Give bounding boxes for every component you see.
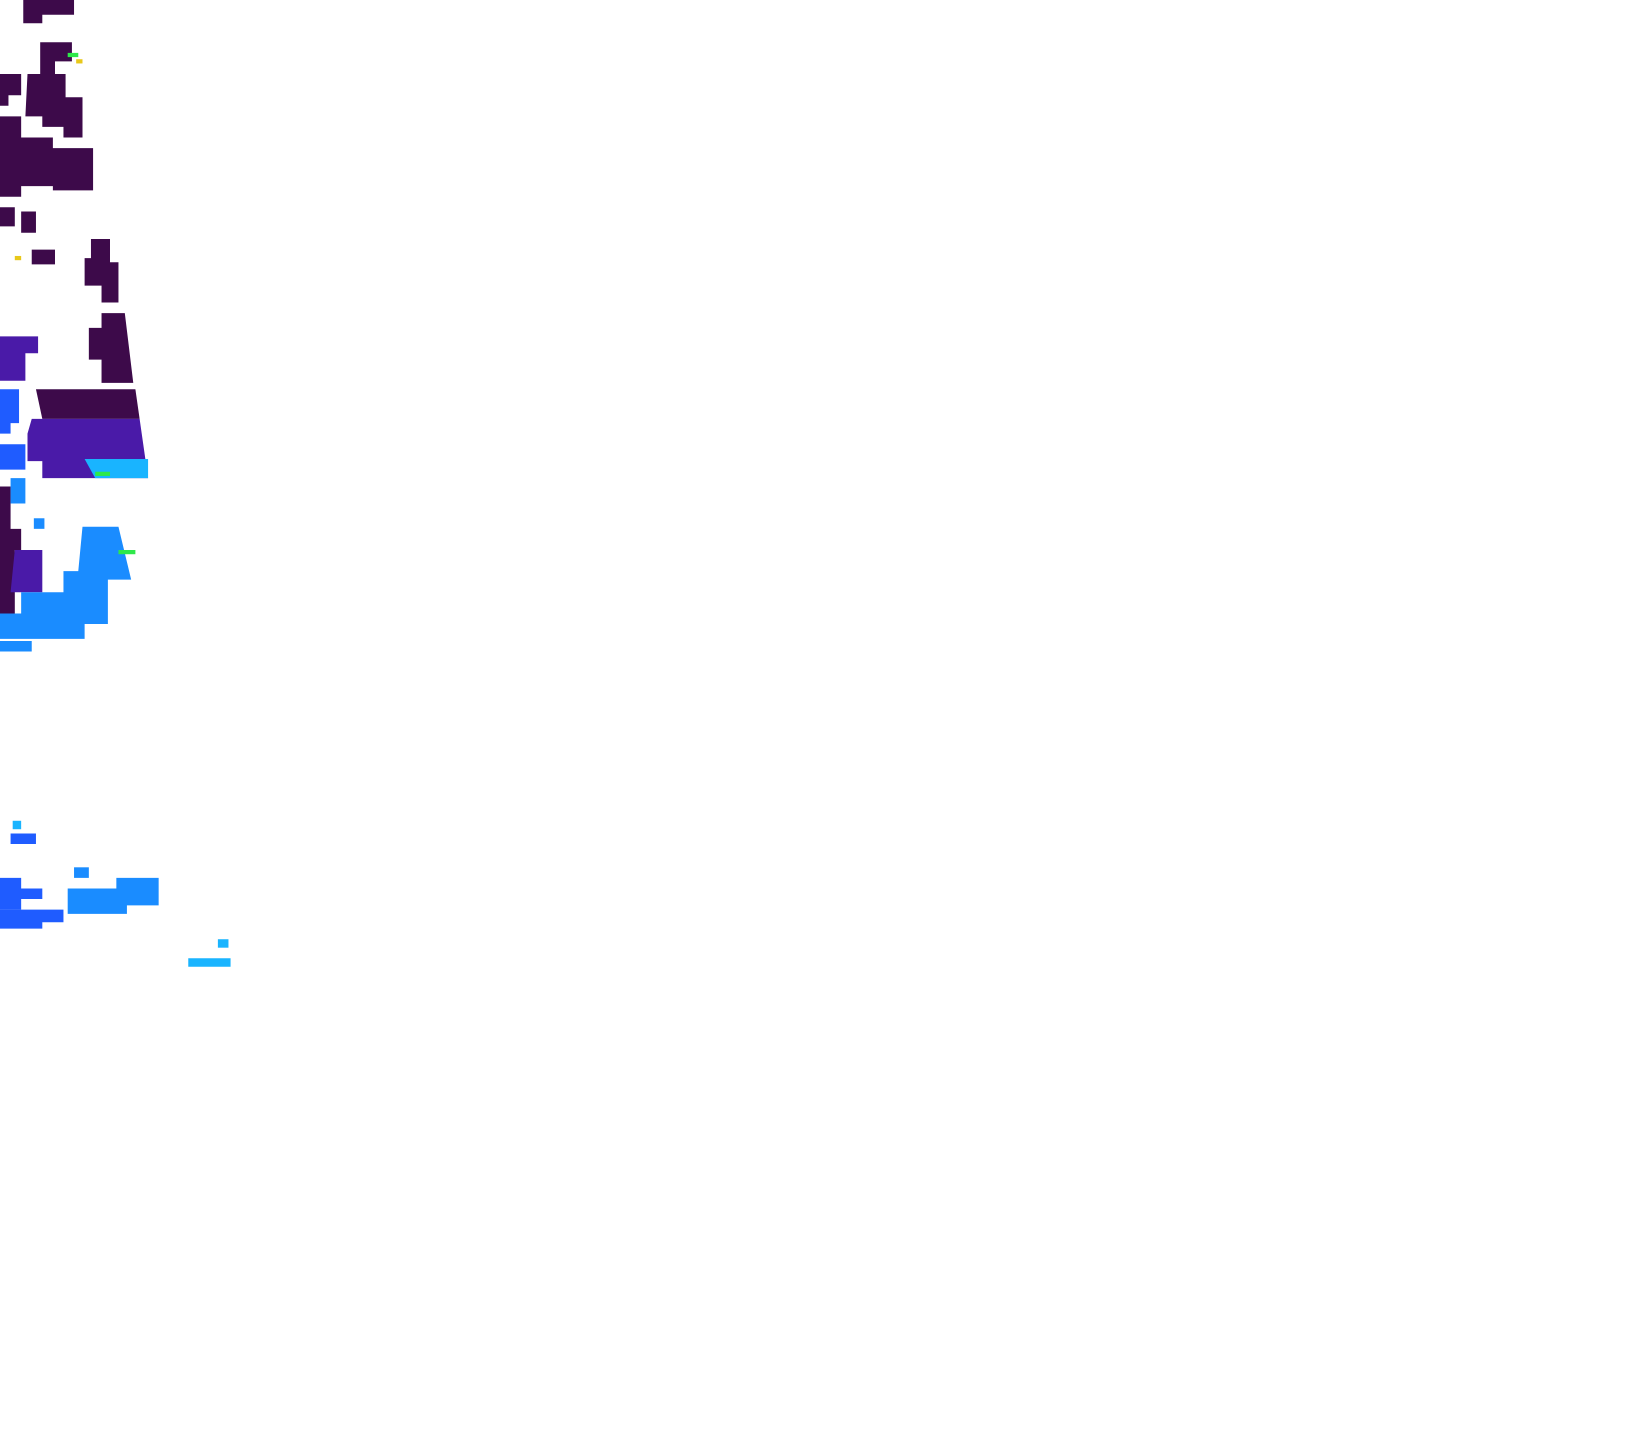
swath-blue	[0, 389, 64, 929]
swath-violet	[0, 336, 149, 593]
swath-green	[67, 52, 136, 555]
swath-deep	[0, 0, 140, 614]
swath-yellow	[14, 59, 83, 261]
swath-sky	[0, 478, 159, 914]
